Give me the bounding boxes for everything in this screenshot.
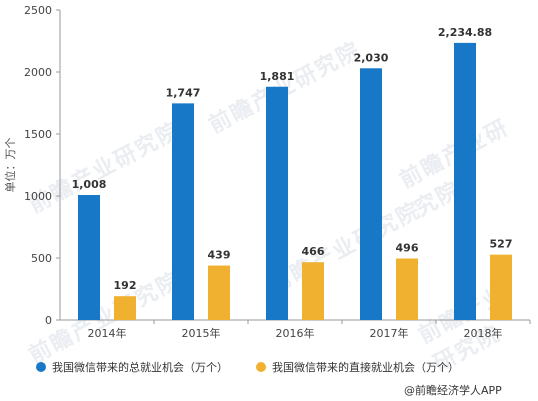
bar-total	[78, 195, 100, 320]
legend-label-total: 我国微信带来的总就业机会（万个）	[52, 361, 228, 374]
data-label-direct: 439	[208, 249, 231, 262]
data-label-total: 1,881	[260, 70, 295, 83]
y-tick-label: 2500	[24, 4, 52, 17]
bar-chart: 0 500 1000 1500 2000 2500 单位：万个 2014年 1,008 192 20…	[3, 4, 531, 340]
legend-label-direct: 我国微信带来的直接就业机会（万个）	[272, 361, 459, 374]
legend-swatch-direct	[256, 362, 266, 372]
x-tick-label: 2018年	[464, 326, 503, 340]
bar-direct	[396, 258, 418, 320]
bar-total	[360, 68, 382, 320]
source-credit: @前瞻经济学人APP	[404, 382, 502, 398]
y-tick-label: 0	[45, 314, 52, 327]
y-tick-label: 1500	[24, 128, 52, 141]
bar-total	[172, 103, 194, 320]
source-text: @前瞻经济学人APP	[404, 384, 502, 397]
x-tick-label: 2014年	[88, 326, 127, 340]
legend: 我国微信带来的总就业机会（万个） 我国微信带来的直接就业机会（万个）	[36, 359, 459, 375]
y-tick-label: 2000	[24, 66, 52, 79]
data-label-direct: 527	[490, 238, 513, 251]
x-tick-label: 2016年	[276, 326, 315, 340]
data-label-total: 1,747	[166, 86, 201, 99]
x-tick-label: 2017年	[370, 326, 409, 340]
data-label-total: 2,030	[354, 51, 389, 64]
data-label-direct: 466	[302, 245, 325, 258]
x-tick-label: 2015年	[182, 326, 221, 340]
bar-direct	[208, 265, 230, 320]
bar-direct	[302, 262, 324, 320]
bar-direct	[114, 296, 136, 320]
bar-total	[454, 42, 476, 321]
data-label-total: 2,234.88	[438, 26, 492, 39]
data-label-direct: 192	[114, 279, 137, 292]
y-axis-label: 单位：万个	[3, 138, 17, 193]
legend-item-direct: 我国微信带来的直接就业机会（万个）	[256, 359, 459, 375]
bar-direct	[490, 254, 512, 320]
y-tick-label: 500	[31, 252, 52, 265]
data-label-total: 1,008	[72, 178, 107, 191]
legend-swatch-total	[36, 362, 46, 372]
legend-item-total: 我国微信带来的总就业机会（万个）	[36, 359, 228, 375]
y-tick-label: 1000	[24, 190, 52, 203]
bar-total	[266, 86, 288, 320]
data-label-direct: 496	[396, 241, 419, 254]
